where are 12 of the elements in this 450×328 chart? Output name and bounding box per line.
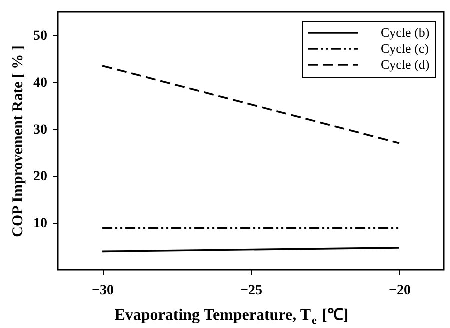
y-tick-label: 30 <box>34 122 48 138</box>
legend-label: Cycle (c) <box>381 41 430 56</box>
y-tick-label: 10 <box>34 216 48 232</box>
x-tick-label: −25 <box>240 284 262 298</box>
x-tick-label: −30 <box>92 284 114 298</box>
y-tick-label: 40 <box>34 76 48 91</box>
x-tick-label: −20 <box>388 284 411 298</box>
y-tick-label: 20 <box>34 170 48 185</box>
y-tick-label: 50 <box>34 28 48 44</box>
legend-label: Cycle (d) <box>381 57 430 72</box>
legend-label: Cycle (b) <box>381 25 430 40</box>
y-axis-title: COP Improvement Rate [ % ] <box>10 46 26 238</box>
